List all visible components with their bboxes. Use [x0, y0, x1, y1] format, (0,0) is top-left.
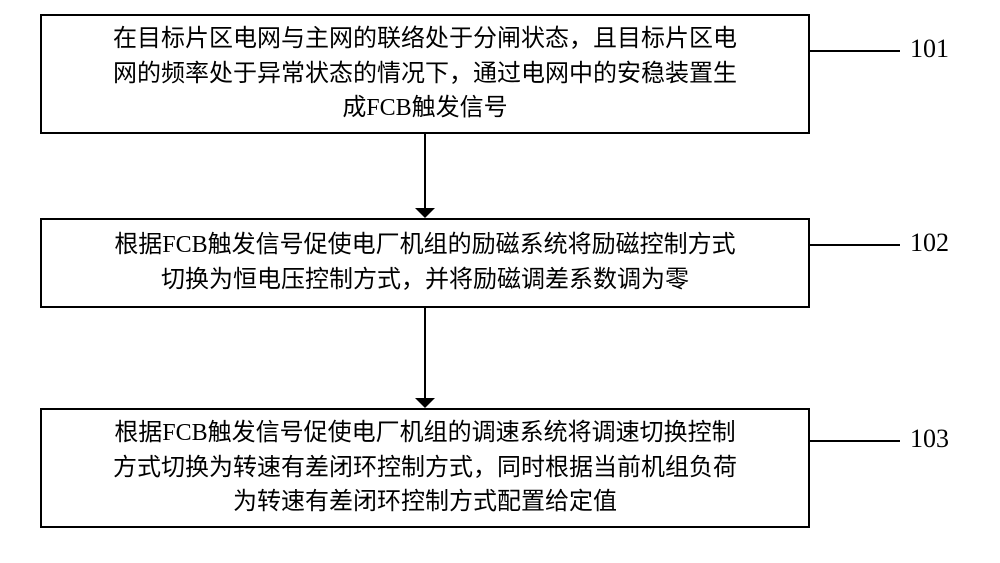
connector-line	[424, 308, 426, 398]
arrow-down-icon	[415, 208, 435, 218]
flow-step-102: 根据FCB触发信号促使电厂机组的励磁系统将励磁控制方式 切换为恒电压控制方式，并…	[40, 218, 810, 308]
flow-step-label-103: 103	[910, 424, 949, 454]
flowchart-canvas: 在目标片区电网与主网的联络处于分闸状态，且目标片区电 网的频率处于异常状态的情况…	[0, 0, 1000, 563]
label-leader-line	[810, 244, 900, 246]
flow-step-101: 在目标片区电网与主网的联络处于分闸状态，且目标片区电 网的频率处于异常状态的情况…	[40, 14, 810, 134]
flow-step-text: 根据FCB触发信号促使电厂机组的调速系统将调速切换控制 方式切换为转速有差闭环控…	[113, 416, 737, 520]
flow-step-text: 在目标片区电网与主网的联络处于分闸状态，且目标片区电 网的频率处于异常状态的情况…	[113, 22, 737, 126]
label-leader-line	[810, 440, 900, 442]
arrow-down-icon	[415, 398, 435, 408]
flow-step-label-101: 101	[910, 34, 949, 64]
flow-step-label-102: 102	[910, 228, 949, 258]
connector-line	[424, 134, 426, 208]
flow-step-text: 根据FCB触发信号促使电厂机组的励磁系统将励磁控制方式 切换为恒电压控制方式，并…	[114, 228, 735, 298]
label-leader-line	[810, 50, 900, 52]
flow-step-103: 根据FCB触发信号促使电厂机组的调速系统将调速切换控制 方式切换为转速有差闭环控…	[40, 408, 810, 528]
